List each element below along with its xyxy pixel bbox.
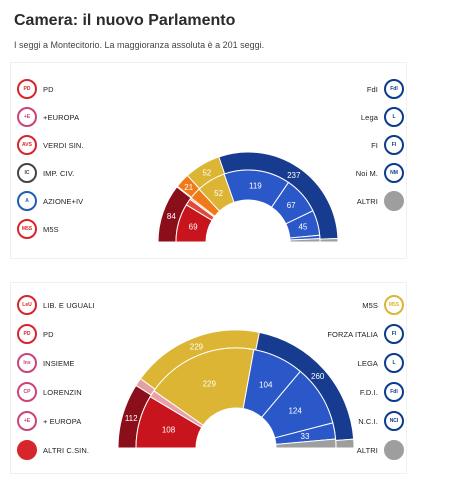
outer-ring-value-label: 260	[311, 372, 325, 381]
legend-item-pd: PD PD	[17, 322, 60, 346]
legend-item-m5s: M5S M5S	[356, 293, 404, 317]
hemicycle-panel-2018: LeU LIB. E UGUALI PD PD Ins INSIEME CP LORENZIN…	[10, 282, 407, 474]
hemicycle-chart: 84 21 52 237 69 52 119 67 45	[157, 151, 339, 243]
legend-item-europa: +E + EUROPA	[17, 409, 87, 433]
party-logo-icon: PD	[17, 324, 37, 344]
legend-label: LORENZIN	[43, 387, 82, 397]
party-logo-icon	[17, 440, 37, 460]
legend-label: AZIONE+IV	[43, 196, 84, 206]
legend-item-altri: ALTRI	[351, 189, 404, 213]
party-logo-icon: CP	[17, 382, 37, 402]
inner-ring-segment-9	[289, 238, 321, 243]
party-logo-icon: L	[384, 107, 404, 127]
party-logo-icon	[384, 440, 404, 460]
party-logo-icon: PD	[17, 79, 37, 99]
inner-ring-value-label: 104	[259, 381, 273, 390]
inner-ring-value-label: 33	[301, 432, 310, 441]
inner-ring-value-label: 69	[189, 223, 198, 232]
legend-item-fi: FI FI	[365, 133, 404, 157]
legend-label: INSIEME	[43, 358, 75, 368]
party-logo-icon: L	[384, 353, 404, 373]
inner-ring-segment-2	[153, 347, 255, 426]
legend-item-f-d-i: FdI F.D.I.	[354, 380, 404, 404]
page-subtitle: I seggi a Montecitorio. La maggioranza a…	[14, 40, 265, 50]
legend-label: +EUROPA	[43, 112, 80, 122]
legend-label: ALTRI	[356, 196, 378, 206]
party-logo-icon: Ins	[17, 353, 37, 373]
outer-ring-value-label: 112	[125, 414, 138, 423]
legend-item-forza-italia: FI FORZA ITALIA	[321, 322, 404, 346]
legend-item-noi-m: NM Noi M.	[350, 161, 404, 185]
party-logo-icon: FI	[384, 324, 404, 344]
party-logo-icon: AVS	[17, 135, 37, 155]
legend-label: PD	[43, 84, 54, 94]
party-logo-icon: LeU	[17, 295, 37, 315]
party-logo-icon	[384, 191, 404, 211]
legend-label: FI	[371, 140, 378, 150]
legend-label: VERDI SIN.	[43, 140, 84, 150]
outer-ring-value-label: 229	[190, 342, 204, 351]
hemicycle-chart: 112 229 260 108 229 104 124 33	[117, 329, 355, 449]
party-logo-icon: +E	[17, 107, 37, 127]
party-logo-icon: FdI	[384, 79, 404, 99]
legend-label: Noi M.	[355, 168, 378, 178]
outer-ring-segment-4	[335, 438, 355, 449]
legend-item-lega: L LEGA	[352, 351, 404, 375]
inner-ring-value-label: 67	[287, 201, 296, 210]
legend-item-insieme: Ins INSIEME	[17, 351, 81, 375]
legend-item-lib-e-uguali: LeU LIB. E UGUALI	[17, 293, 101, 317]
party-logo-icon: A	[17, 191, 37, 211]
legend-label: PD	[43, 329, 54, 339]
legend-label: IMP. CIV.	[43, 168, 75, 178]
outer-ring-value-label: 84	[167, 212, 176, 221]
legend-label: N.C.I.	[358, 416, 378, 426]
legend-label: Lega	[360, 112, 378, 122]
party-logo-icon: FI	[384, 135, 404, 155]
inner-ring-value-label: 229	[203, 379, 217, 388]
legend-item-lorenzin: CP LORENZIN	[17, 380, 88, 404]
inner-ring-value-label: 108	[162, 425, 176, 434]
party-logo-icon: NCI	[384, 411, 404, 431]
legend-item-pd: PD PD	[17, 77, 60, 101]
party-logo-icon: +E	[17, 411, 37, 431]
legend-label: LIB. E UGUALI	[43, 300, 95, 310]
inner-ring-value-label: 124	[288, 407, 302, 416]
outer-ring-segment-5	[319, 237, 339, 243]
legend-item-azione-iv: A AZIONE+IV	[17, 189, 89, 213]
legend-label: M5S	[362, 300, 378, 310]
legend-label: LEGA	[357, 358, 378, 368]
legend-label: + EUROPA	[43, 416, 82, 426]
legend-item-europa: +E +EUROPA	[17, 105, 85, 129]
outer-ring-value-label: 21	[184, 183, 193, 192]
party-logo-icon: IC	[17, 163, 37, 183]
legend-item-altri: ALTRI	[351, 438, 404, 462]
legend-item-imp-civ: IC IMP. CIV.	[17, 161, 80, 185]
legend-item-m5s: M5S M5S	[17, 217, 65, 241]
legend-label: F.D.I.	[359, 387, 378, 397]
legend-item-n-c-i: NCI N.C.I.	[352, 409, 404, 433]
legend-label: FdI	[366, 84, 378, 94]
legend-label: ALTRI C.SIN.	[43, 445, 90, 455]
inner-ring-value-label: 119	[249, 181, 262, 190]
legend-item-lega: L Lega	[355, 105, 404, 129]
legend-item-fdi: FdI FdI	[361, 77, 404, 101]
legend-item-altri-c-sin: ALTRI C.SIN.	[17, 438, 95, 462]
outer-ring-value-label: 52	[202, 168, 211, 177]
outer-ring-value-label: 237	[287, 171, 301, 180]
legend-label: FORZA ITALIA	[327, 329, 378, 339]
party-logo-icon: M5S	[384, 295, 404, 315]
legend-label: M5S	[43, 224, 59, 234]
hemicycle-panel-2022: PD PD +E +EUROPA AVS VERDI SIN. IC IMP. CIV. A AZ…	[10, 62, 407, 259]
inner-ring-value-label: 45	[298, 223, 307, 232]
inner-ring-value-label: 52	[214, 189, 223, 198]
page-title: Camera: il nuovo Parlamento	[14, 12, 236, 29]
party-logo-icon: FdI	[384, 382, 404, 402]
party-logo-icon: NM	[384, 163, 404, 183]
legend-item-verdi-sin: AVS VERDI SIN.	[17, 133, 90, 157]
party-logo-icon: M5S	[17, 219, 37, 239]
legend-label: ALTRI	[356, 445, 378, 455]
inner-ring-segment-6	[275, 438, 337, 449]
